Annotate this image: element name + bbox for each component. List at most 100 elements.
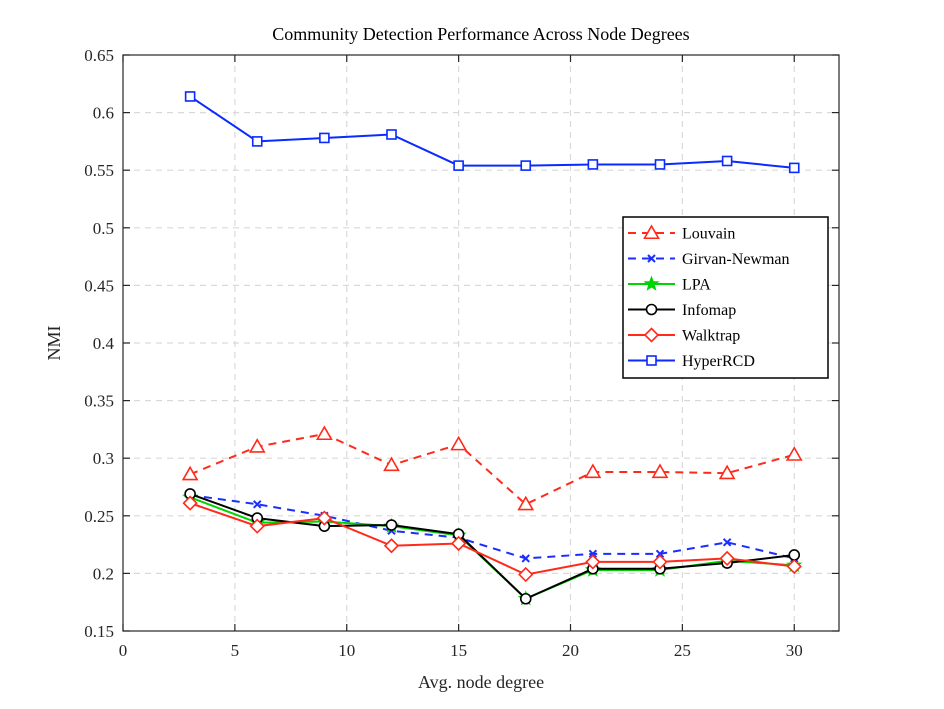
diamond-marker [585,554,601,570]
triangle-marker [785,446,803,461]
x-tick-label: 5 [231,641,240,660]
series-layer [181,91,803,606]
data-point [518,566,534,583]
data-point [587,159,599,170]
data-point [785,446,803,461]
legend-marker [643,327,660,343]
data-point [385,519,398,531]
series-walktrap [182,495,802,583]
square-marker [453,160,464,171]
square-marker [319,132,330,144]
square-marker [251,136,263,147]
x-marker-stroke [722,538,732,547]
x-tick-label: 20 [562,641,579,660]
triangle-marker [450,435,468,451]
legend-entry: Girvan-Newman [628,251,790,268]
data-point [521,554,530,563]
legend: Louvain Girvan-Newman LPA Infomap Walktrap Hy… [622,216,829,379]
square-marker [788,162,800,174]
square-marker [184,91,196,102]
data-point [248,438,266,453]
triangle-marker [383,456,400,472]
x-marker-stroke [655,549,665,559]
data-point [719,550,735,567]
data-point [450,435,468,451]
square-marker [520,160,532,171]
square-marker [646,355,657,366]
x-marker-stroke [588,549,598,559]
legend-entry: Louvain [628,224,735,243]
data-point [316,510,333,526]
legend-marker [645,303,658,316]
axis-layer: 0 5 10 15 20 25 30 0.15 0.2 0.25 0.3 0.35 0.4 0.45 0.5… [84,46,840,660]
diamond-marker [786,558,802,575]
data-point [249,518,265,534]
y-tick-label: 0.35 [84,392,114,411]
diamond-marker [249,518,265,534]
legend-label: Girvan-Newman [682,251,790,268]
triangle-marker [718,464,736,480]
legend-entry: LPA [628,275,711,294]
data-point [386,129,397,140]
diamond-marker [652,554,668,570]
data-point [585,554,601,570]
legend-entry: Infomap [628,302,736,319]
data-point [654,159,666,170]
circle-marker [385,519,398,531]
diamond-marker [316,510,333,526]
x-tick-label: 0 [119,641,128,660]
data-point [453,160,464,171]
triangle-marker [181,465,199,481]
triangle-marker [315,425,333,441]
series-line [189,494,795,560]
diamond-marker [450,535,467,552]
data-point [315,425,333,441]
x-axis-title: Avg. node degree [418,672,544,692]
x-tick-label: 25 [674,641,691,660]
data-point [519,592,532,605]
series-line [189,95,795,169]
y-tick-label: 0.55 [84,161,114,180]
y-tick-label: 0.65 [84,46,114,65]
legend-label: HyperRCD [682,353,755,370]
series-line [189,502,795,576]
y-tick-label: 0.15 [84,622,114,641]
data-point [182,495,198,511]
data-point [584,463,602,479]
circle-marker [645,303,658,316]
data-point [788,162,800,174]
series-hyperrcd [184,91,800,174]
triangle-marker [584,463,602,479]
legend-marker [643,224,660,240]
data-point [517,495,535,511]
x-tick-label: 15 [450,641,467,660]
diamond-marker [182,495,198,511]
y-tick-label: 0.3 [93,449,114,468]
series-line [189,432,795,506]
data-point [655,549,665,559]
legend-label: Walktrap [682,328,740,345]
data-point [181,465,199,481]
data-point [651,463,669,479]
y-tick-label: 0.4 [93,334,115,353]
data-point [253,500,262,509]
y-tick-label: 0.45 [84,276,114,295]
circle-marker [519,592,532,605]
data-point [718,464,736,480]
data-point [520,160,532,171]
data-point [383,456,400,472]
x-marker-stroke [253,500,262,509]
triangle-marker [517,495,535,511]
legend-entry: Walktrap [628,327,740,345]
x-marker-stroke [521,554,530,563]
diamond-marker [643,327,660,343]
legend-box [622,216,829,379]
circle-marker [788,549,801,561]
chart-title: Community Detection Performance Across N… [272,24,689,44]
y-axis-title: NMI [44,325,64,360]
legend-marker [646,355,657,366]
data-point [652,554,668,570]
data-point [788,549,801,561]
y-tick-label: 0.25 [84,507,114,526]
